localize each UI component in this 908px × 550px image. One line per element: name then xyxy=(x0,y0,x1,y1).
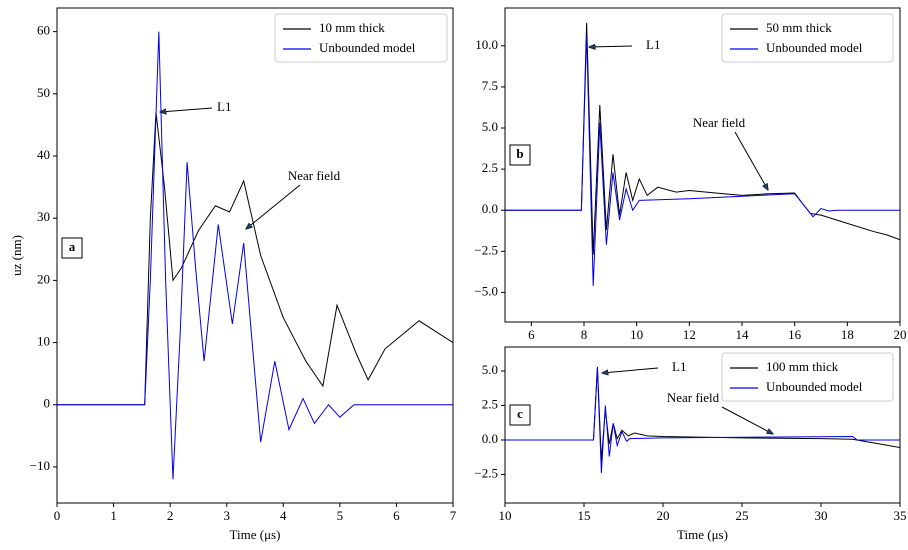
legend-label: Unbounded model xyxy=(766,379,863,394)
subplot: 0 1 2 3 4 5 6 7 −10 0 10 20 30 40 50 60 Time (μs) uz (nm)… xyxy=(9,7,457,542)
x-tick-label: 4 xyxy=(280,508,287,523)
legend-label: 10 mm thick xyxy=(319,20,385,35)
y-tick-label: 0.0 xyxy=(482,431,498,446)
annotation: L1 xyxy=(646,37,660,52)
legend-label: 50 mm thick xyxy=(766,20,832,35)
subplot: 6 8 10 12 14 16 18 20 −5.0 −2.5 0.0 2.5 5.0 7.5 10.0 b L… xyxy=(474,7,907,342)
axes-frame xyxy=(504,346,901,504)
panel-label: c xyxy=(517,406,523,421)
x-tick-label: 0 xyxy=(54,508,61,523)
x-tick-label: 12 xyxy=(683,327,696,342)
x-tick-label: 35 xyxy=(894,508,907,523)
y-tick-label: 10 xyxy=(37,334,50,349)
x-axis-label: Time (μs) xyxy=(230,527,281,542)
y-tick-label: 0 xyxy=(44,396,51,411)
x-tick-label: 1 xyxy=(110,508,117,523)
legend-label: Unbounded model xyxy=(319,40,416,55)
y-tick-label: −2.5 xyxy=(474,242,498,257)
x-tick-label: 16 xyxy=(788,327,802,342)
y-tick-label: 60 xyxy=(37,23,50,38)
annotation-arrow xyxy=(160,107,213,112)
x-tick-label: 10 xyxy=(499,508,512,523)
y-tick-label: −2.5 xyxy=(474,465,498,480)
annotation: L1 xyxy=(217,99,231,114)
y-tick-label: 0.0 xyxy=(482,201,498,216)
panel-label: b xyxy=(516,146,523,161)
annotation-arrow xyxy=(602,367,659,373)
y-axis-label: uz (nm) xyxy=(9,235,24,276)
data-line xyxy=(57,112,453,406)
y-tick-label: 30 xyxy=(37,209,50,224)
annotation: Near field xyxy=(288,168,341,183)
x-tick-label: 2 xyxy=(167,508,174,523)
x-tick-label: 7 xyxy=(450,508,457,523)
y-tick-label: −5.0 xyxy=(474,283,498,298)
x-tick-label: 30 xyxy=(815,508,828,523)
annotation: Near field xyxy=(693,115,746,130)
data-line xyxy=(57,31,453,480)
y-tick-label: 20 xyxy=(37,271,50,286)
legend-box xyxy=(274,13,448,63)
y-tick-label: 7.5 xyxy=(482,78,498,93)
data-line xyxy=(505,22,900,255)
legend-label: Unbounded model xyxy=(766,40,863,55)
data-line xyxy=(505,34,900,286)
x-tick-label: 18 xyxy=(841,327,854,342)
y-tick-label: 2.5 xyxy=(482,160,498,175)
axes-frame xyxy=(56,7,454,504)
legend-box xyxy=(721,13,894,63)
x-tick-label: 15 xyxy=(578,508,591,523)
y-tick-label: −10 xyxy=(30,458,50,473)
panel-label-box xyxy=(509,144,531,166)
x-axis-label: Time (μs) xyxy=(677,527,728,542)
annotation-arrow xyxy=(721,406,773,434)
y-tick-label: 50 xyxy=(37,85,50,100)
x-tick-label: 14 xyxy=(736,327,750,342)
y-tick-label: 40 xyxy=(37,147,50,162)
annotation: Near field xyxy=(667,390,720,405)
legend-box xyxy=(721,352,894,402)
annotation-arrow xyxy=(589,46,633,47)
x-tick-label: 8 xyxy=(581,327,588,342)
legend-label: 100 mm thick xyxy=(766,359,839,374)
axes-frame xyxy=(504,7,901,323)
x-tick-label: 25 xyxy=(736,508,749,523)
x-tick-label: 10 xyxy=(630,327,643,342)
annotation-arrow xyxy=(734,131,768,190)
x-tick-label: 3 xyxy=(223,508,230,523)
x-tick-label: 6 xyxy=(528,327,535,342)
y-tick-label: 5.0 xyxy=(482,362,498,377)
y-tick-label: 5.0 xyxy=(482,119,498,134)
annotation-arrow xyxy=(246,184,301,229)
x-tick-label: 5 xyxy=(337,508,344,523)
annotation: L1 xyxy=(672,359,686,374)
subplot: 10 15 20 25 30 35 −2.5 0.0 2.5 5.0 Time (μs) c L1 Nea… xyxy=(474,346,907,542)
x-tick-label: 6 xyxy=(393,508,400,523)
data-line xyxy=(505,368,900,474)
panel-label: a xyxy=(69,239,76,254)
y-tick-label: 2.5 xyxy=(482,396,498,411)
x-tick-label: 20 xyxy=(894,327,907,342)
x-tick-label: 20 xyxy=(657,508,670,523)
panel-label-box xyxy=(61,237,83,259)
panel-label-box xyxy=(509,404,531,426)
y-tick-label: 10.0 xyxy=(475,37,498,52)
